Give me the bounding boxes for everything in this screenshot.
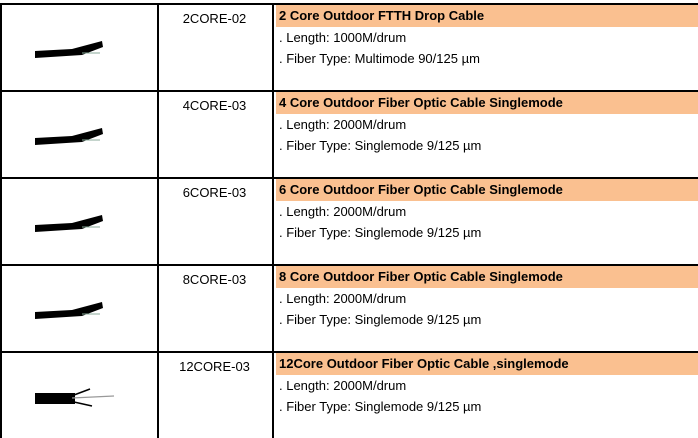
product-fiber-type: . Fiber Type: Singlemode 9/125 µm — [279, 399, 482, 414]
table-row: 2CORE-02 2 Core Outdoor FTTH Drop Cable … — [0, 3, 698, 90]
product-title: 12Core Outdoor Fiber Optic Cable ,single… — [276, 353, 698, 375]
product-code: 6CORE-03 — [157, 179, 274, 264]
product-code: 2CORE-02 — [157, 5, 274, 90]
product-title: 2 Core Outdoor FTTH Drop Cable — [276, 5, 698, 27]
product-title: 6 Core Outdoor Fiber Optic Cable Singlem… — [276, 179, 698, 201]
table-row: 12CORE-03 12Core Outdoor Fiber Optic Cab… — [0, 351, 698, 438]
table-row: 6CORE-03 6 Core Outdoor Fiber Optic Cabl… — [0, 177, 698, 264]
product-image-cell — [0, 266, 159, 351]
product-image-cell — [0, 353, 159, 438]
product-length: . Length: 1000M/drum — [279, 30, 407, 45]
product-title: 8 Core Outdoor Fiber Optic Cable Singlem… — [276, 266, 698, 288]
product-code: 8CORE-03 — [157, 266, 274, 351]
product-image-cell — [0, 179, 159, 264]
product-image-cell — [0, 5, 159, 90]
product-description: 2 Core Outdoor FTTH Drop Cable . Length:… — [276, 5, 698, 90]
table-row: 4CORE-03 4 Core Outdoor Fiber Optic Cabl… — [0, 90, 698, 177]
product-fiber-type: . Fiber Type: Singlemode 9/125 µm — [279, 312, 482, 327]
product-length: . Length: 2000M/drum — [279, 117, 407, 132]
product-fiber-type: . Fiber Type: Singlemode 9/125 µm — [279, 225, 482, 240]
product-code: 12CORE-03 — [157, 353, 274, 438]
product-title: 4 Core Outdoor Fiber Optic Cable Singlem… — [276, 92, 698, 114]
product-description: 4 Core Outdoor Fiber Optic Cable Singlem… — [276, 92, 698, 177]
product-code: 4CORE-03 — [157, 92, 274, 177]
product-description: 8 Core Outdoor Fiber Optic Cable Singlem… — [276, 266, 698, 351]
product-fiber-type: . Fiber Type: Singlemode 9/125 µm — [279, 138, 482, 153]
product-fiber-type: . Fiber Type: Multimode 90/125 µm — [279, 51, 480, 66]
table-row: 8CORE-03 8 Core Outdoor Fiber Optic Cabl… — [0, 264, 698, 351]
product-description: 12Core Outdoor Fiber Optic Cable ,single… — [276, 353, 698, 438]
product-length: . Length: 2000M/drum — [279, 378, 407, 393]
product-length: . Length: 2000M/drum — [279, 291, 407, 306]
product-length: . Length: 2000M/drum — [279, 204, 407, 219]
product-image-cell — [0, 92, 159, 177]
product-description: 6 Core Outdoor Fiber Optic Cable Singlem… — [276, 179, 698, 264]
product-table: 2CORE-02 2 Core Outdoor FTTH Drop Cable … — [0, 3, 698, 438]
